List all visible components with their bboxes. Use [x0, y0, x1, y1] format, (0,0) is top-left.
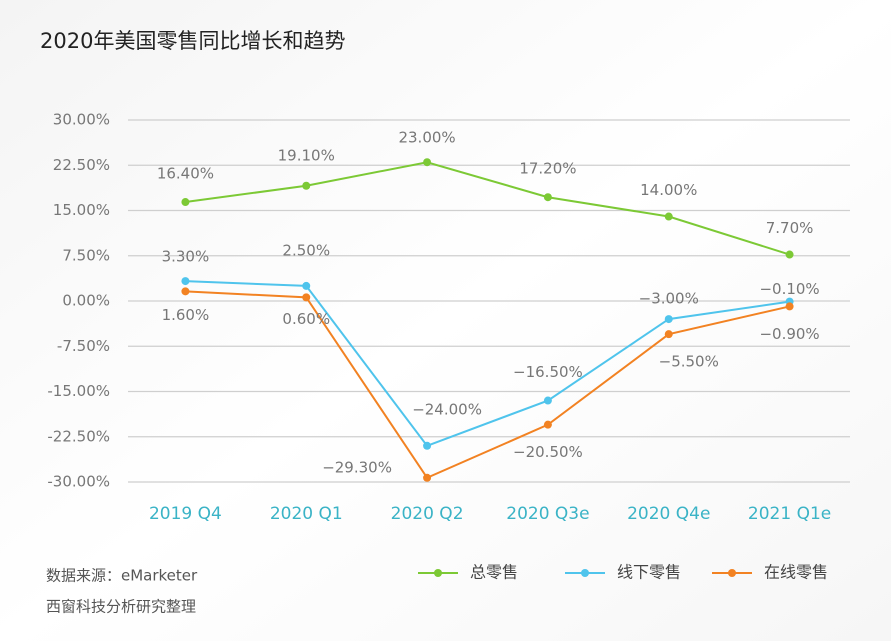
data-point: [785, 302, 794, 311]
data-point: [423, 441, 432, 450]
legend-marker: [581, 569, 589, 577]
data-point: [664, 330, 673, 339]
data-label: 19.10%: [278, 146, 335, 164]
data-label: −24.00%: [412, 400, 482, 418]
y-tick-label: 30.00%: [53, 111, 110, 129]
data-point: [543, 396, 552, 405]
legend-label: 在线零售: [764, 563, 828, 582]
data-label: −5.50%: [659, 353, 719, 371]
data-label: 1.60%: [162, 306, 210, 324]
chart-title: 2020年美国零售同比增长和趋势: [40, 29, 345, 53]
y-tick-label: -22.50%: [47, 427, 110, 445]
legend-marker: [434, 569, 442, 577]
data-point: [664, 212, 673, 221]
y-tick-label: 7.50%: [62, 246, 110, 264]
data-point: [423, 473, 432, 482]
data-label: 3.30%: [162, 248, 210, 266]
x-tick-label: 2019 Q4: [149, 504, 222, 524]
source-note: 数据来源：eMarketer: [46, 567, 198, 585]
data-label: 16.40%: [157, 165, 214, 183]
x-tick-label: 2020 Q3e: [506, 504, 589, 524]
data-label: −0.90%: [759, 325, 819, 343]
x-tick-label: 2020 Q4e: [627, 504, 710, 524]
data-label: 17.20%: [519, 160, 576, 178]
x-tick-label: 2020 Q2: [391, 504, 464, 524]
data-point: [543, 420, 552, 429]
x-tick-label: 2020 Q1: [270, 504, 343, 524]
source-note: 西窗科技分析研究整理: [46, 598, 196, 616]
data-point: [181, 277, 190, 286]
data-point: [302, 293, 311, 302]
data-point: [664, 315, 673, 324]
series-line: [185, 280, 790, 447]
y-tick-label: -7.50%: [57, 337, 110, 355]
legend-label: 线下零售: [617, 563, 681, 582]
data-label: −3.00%: [639, 290, 699, 308]
data-point: [423, 158, 432, 167]
data-point: [181, 198, 190, 207]
data-point: [302, 181, 311, 190]
y-tick-label: 22.50%: [53, 156, 110, 174]
data-label: −0.10%: [759, 280, 819, 298]
data-label: −20.50%: [513, 443, 583, 461]
data-label: 14.00%: [640, 181, 697, 199]
data-point: [543, 193, 552, 202]
data-label: 2.50%: [282, 241, 330, 259]
data-label: 23.00%: [398, 129, 455, 147]
series-line: [185, 161, 790, 256]
x-tick-label: 2021 Q1e: [748, 504, 831, 524]
legend-marker: [728, 569, 736, 577]
data-label: −16.50%: [513, 363, 583, 381]
y-tick-label: 0.00%: [62, 292, 110, 310]
data-point: [181, 287, 190, 296]
data-point: [785, 250, 794, 259]
y-tick-label: 15.00%: [53, 201, 110, 219]
y-tick-label: -30.00%: [47, 473, 110, 491]
data-label: −29.30%: [322, 458, 392, 476]
data-label: 0.60%: [282, 310, 330, 328]
data-label: 7.70%: [766, 219, 814, 237]
legend-label: 总零售: [470, 563, 518, 582]
y-tick-label: -15.00%: [47, 382, 110, 400]
data-point: [302, 281, 311, 290]
series-line: [185, 290, 790, 480]
